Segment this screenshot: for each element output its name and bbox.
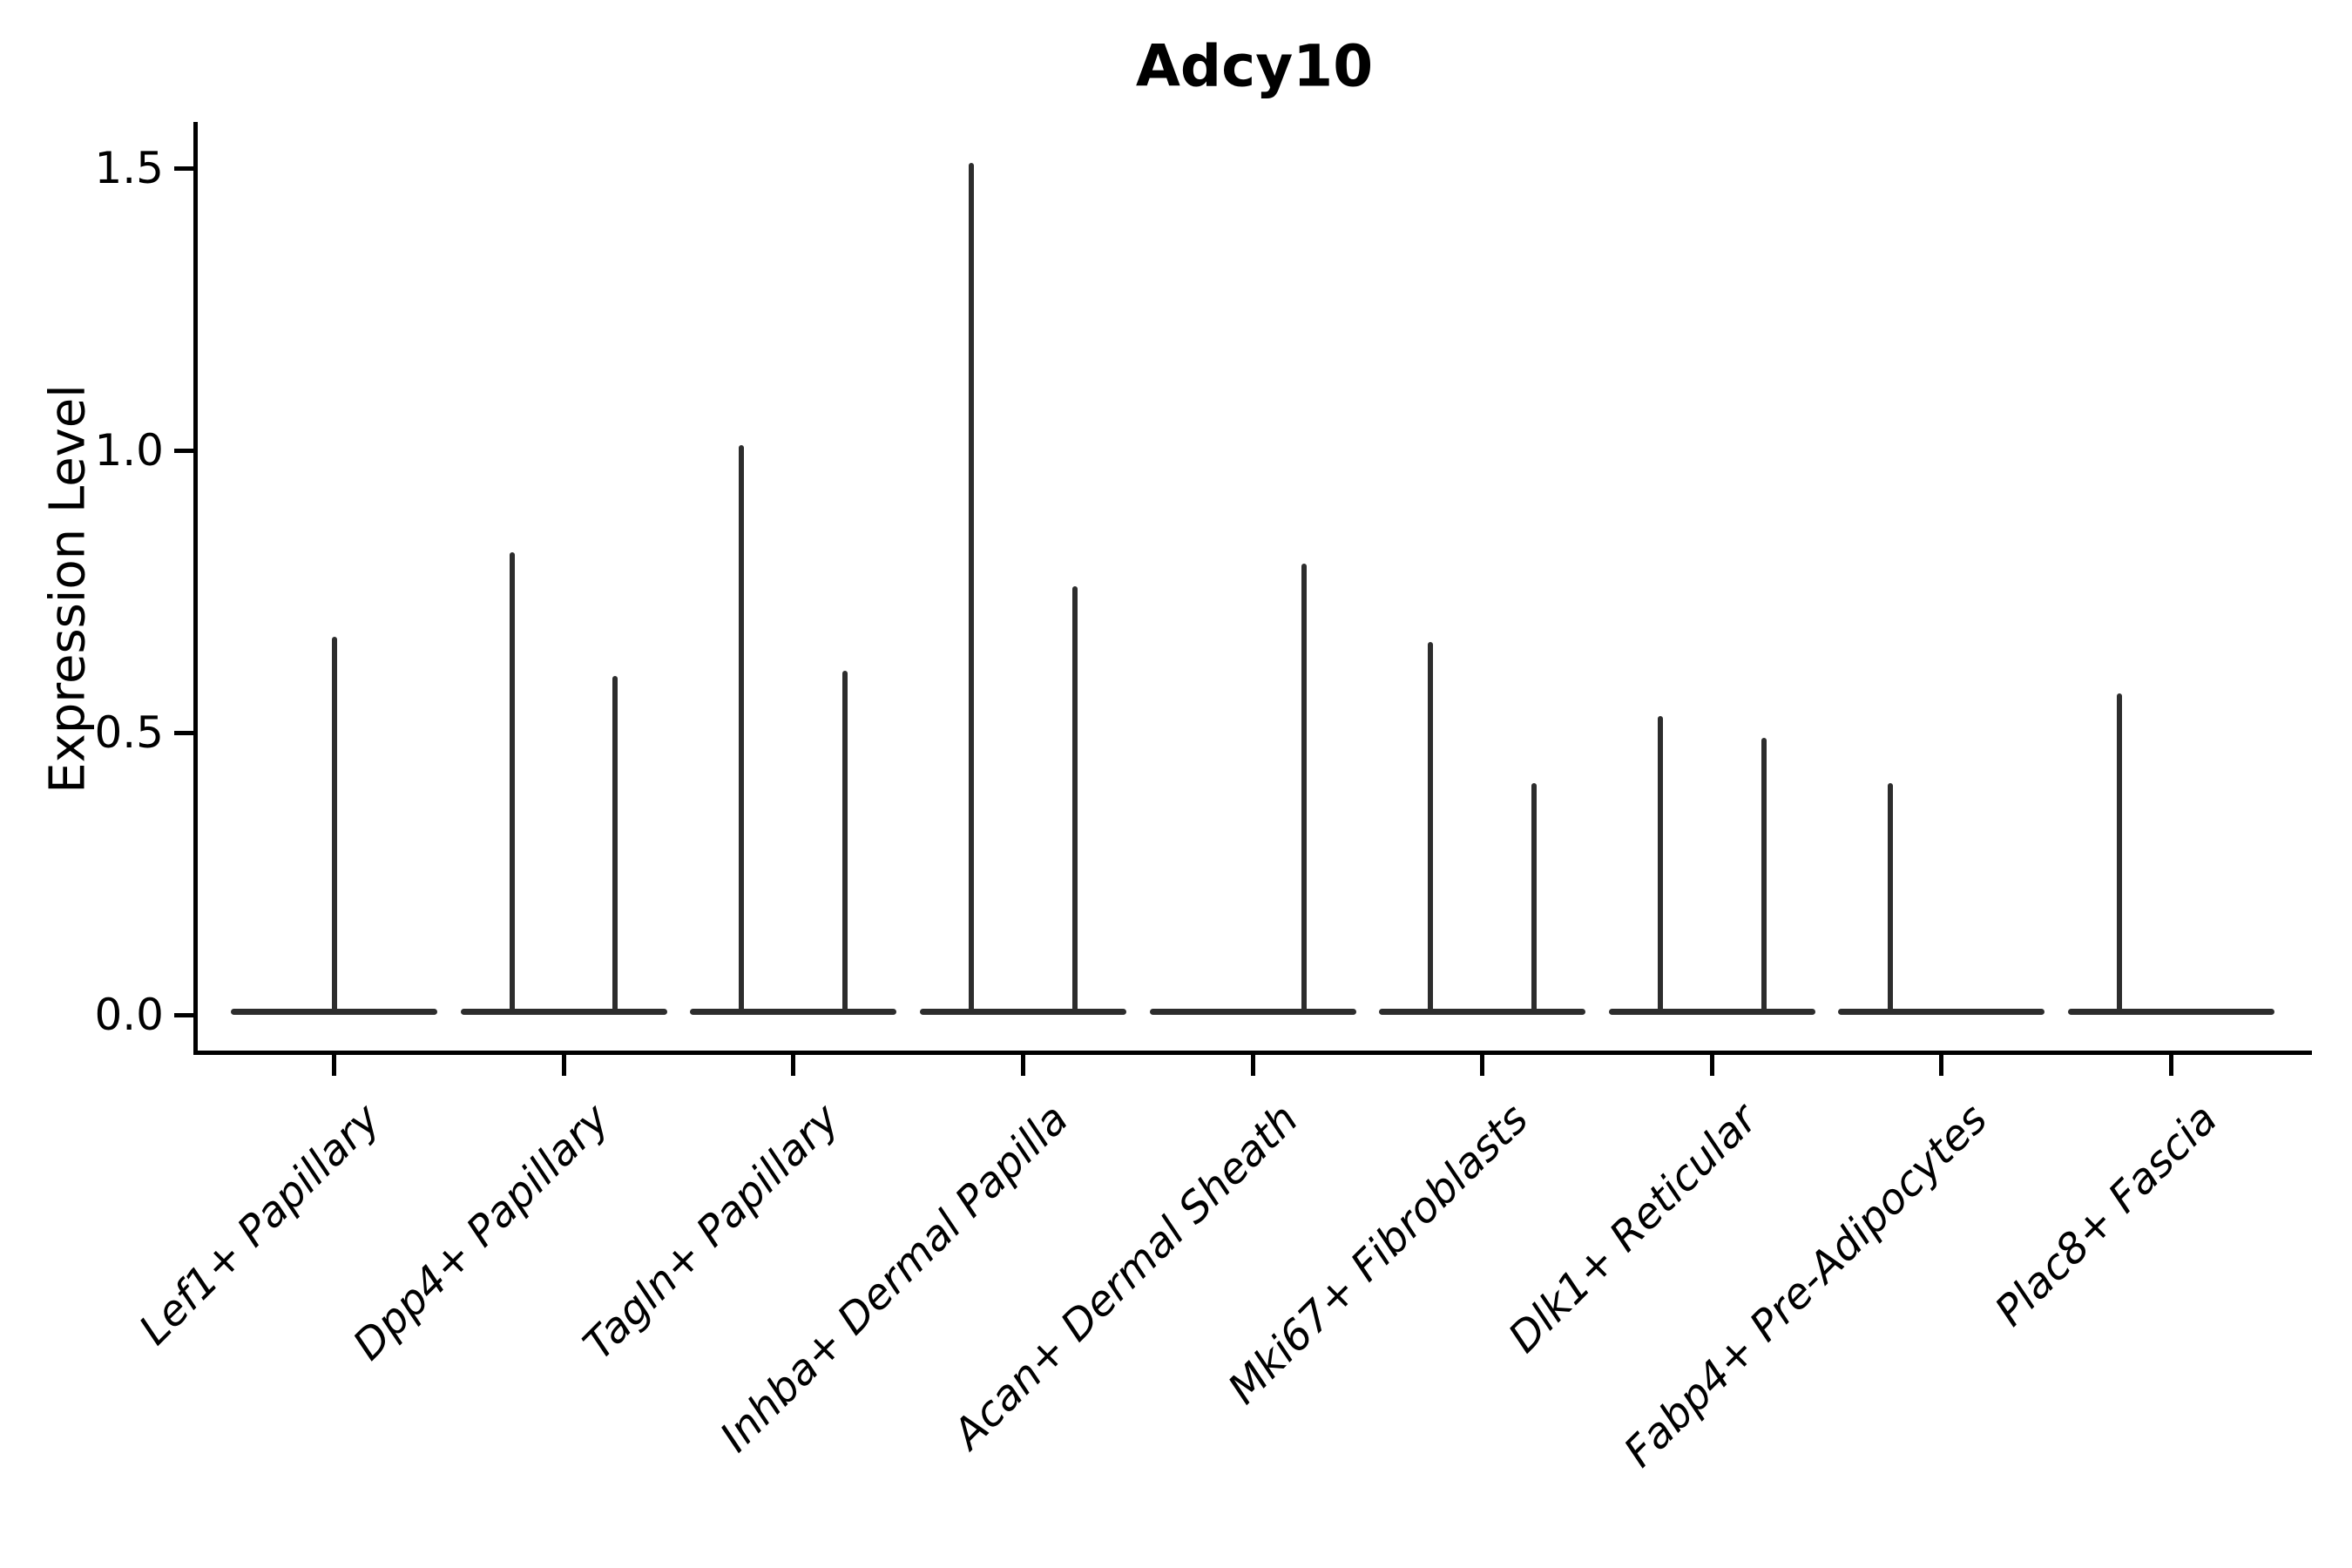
- x-tick-mark: [561, 1055, 566, 1076]
- y-tick-label: 0.5: [94, 707, 164, 758]
- y-tick-label: 1.5: [94, 143, 164, 193]
- violin-baseline: [2068, 1009, 2275, 1015]
- violin-spike-left: [739, 444, 745, 1014]
- x-tick-mark: [1709, 1055, 1714, 1076]
- violin-baseline: [460, 1009, 667, 1015]
- violin-spike-left: [969, 162, 975, 1014]
- x-tick-mark: [332, 1055, 336, 1076]
- y-axis-spine: [193, 122, 198, 1055]
- violin-spike-left: [2117, 693, 2123, 1014]
- violin-spike-left: [509, 551, 515, 1014]
- y-tick-mark: [174, 730, 193, 735]
- x-axis-spine: [193, 1051, 2312, 1055]
- violin-spike-right: [1531, 783, 1537, 1014]
- violin-baseline: [1379, 1009, 1586, 1015]
- x-tick-label-2: Dpp4+ Papillary: [343, 1094, 619, 1370]
- y-tick-mark: [174, 166, 193, 171]
- violin-spike-right: [1071, 585, 1078, 1014]
- x-tick-mark: [1020, 1055, 1025, 1076]
- violin-spike-left: [1887, 783, 1893, 1014]
- violin-spike-left: [1658, 715, 1664, 1014]
- y-tick-label: 0.0: [94, 990, 164, 1040]
- violin-baseline: [919, 1009, 1126, 1015]
- y-tick-mark: [174, 448, 193, 453]
- x-tick-mark: [1250, 1055, 1255, 1076]
- x-tick-label-1: Lef1+ Papillary: [129, 1094, 389, 1355]
- y-tick-mark: [174, 1012, 193, 1017]
- x-tick-mark: [1480, 1055, 1485, 1076]
- violin-spike-right: [612, 676, 618, 1014]
- x-tick-mark: [1939, 1055, 1944, 1076]
- violin-baseline: [1838, 1009, 2045, 1015]
- x-tick-mark: [791, 1055, 796, 1076]
- violin-spike-center: [331, 636, 337, 1014]
- violin-baseline: [690, 1009, 897, 1015]
- x-tick-label-3: Tagln+ Papillary: [573, 1094, 848, 1369]
- violin-baseline: [1149, 1009, 1356, 1015]
- x-tick-label-7: Dlk1+ Reticular: [1499, 1094, 1767, 1362]
- chart-title: Adcy10: [1135, 32, 1374, 100]
- violin-spike-right: [1301, 563, 1308, 1014]
- violin-spike-right: [842, 670, 848, 1014]
- x-tick-mark: [2169, 1055, 2174, 1076]
- violin-spike-left: [1428, 642, 1434, 1014]
- x-tick-label-9: Plac8+ Fascia: [1985, 1094, 2227, 1336]
- y-tick-label: 1.0: [94, 425, 164, 476]
- violin-spike-right: [1761, 738, 1767, 1014]
- violin-baseline: [1608, 1009, 1815, 1015]
